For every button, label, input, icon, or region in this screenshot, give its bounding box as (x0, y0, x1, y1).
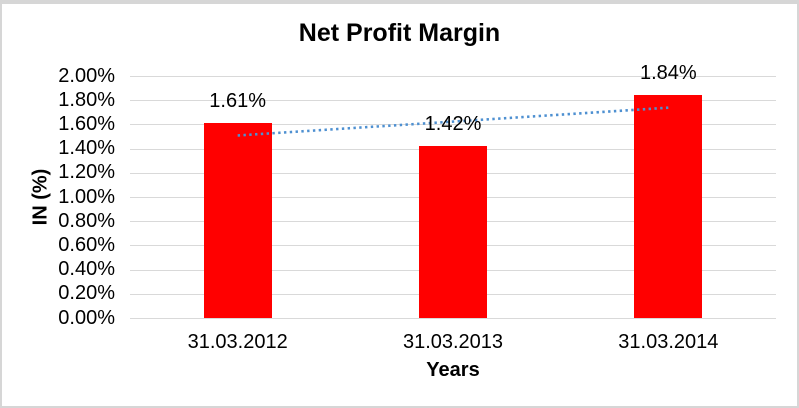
bar (634, 95, 703, 318)
gridline (130, 100, 776, 102)
y-tick-label: 1.00% (58, 185, 115, 208)
gridline (130, 318, 776, 319)
x-tick-label: 31.03.2013 (402, 331, 504, 353)
x-tick-label: 31.03.2012 (187, 331, 288, 353)
y-tick-label: 1.60% (58, 112, 115, 135)
gridline (130, 76, 776, 77)
y-tick-label: 0.80% (58, 209, 115, 232)
y-tick-label: 0.60% (58, 233, 115, 256)
bar (203, 123, 272, 318)
y-tick-label: 2.00% (58, 64, 115, 87)
bar-data-label: 1.42% (424, 113, 482, 136)
bar (419, 146, 487, 318)
y-tick-label: 0.40% (58, 258, 115, 281)
y-tick-label: 1.20% (58, 161, 115, 184)
y-tick-label: 1.80% (58, 88, 115, 111)
y-tick-label: 0.00% (58, 306, 115, 329)
y-tick-label: 1.40% (58, 137, 115, 160)
plot-area: 1.61% 1.42% 1.84% (130, 62, 776, 319)
x-tick-label: 31.03.2014 (618, 331, 719, 353)
y-tick-label: 0.20% (58, 282, 115, 305)
x-axis-title: Years (426, 359, 480, 381)
bar-data-label: 1.84% (639, 62, 697, 85)
bar-data-label: 1.61% (209, 90, 267, 113)
chart-title: Net Profit Margin (298, 19, 501, 47)
